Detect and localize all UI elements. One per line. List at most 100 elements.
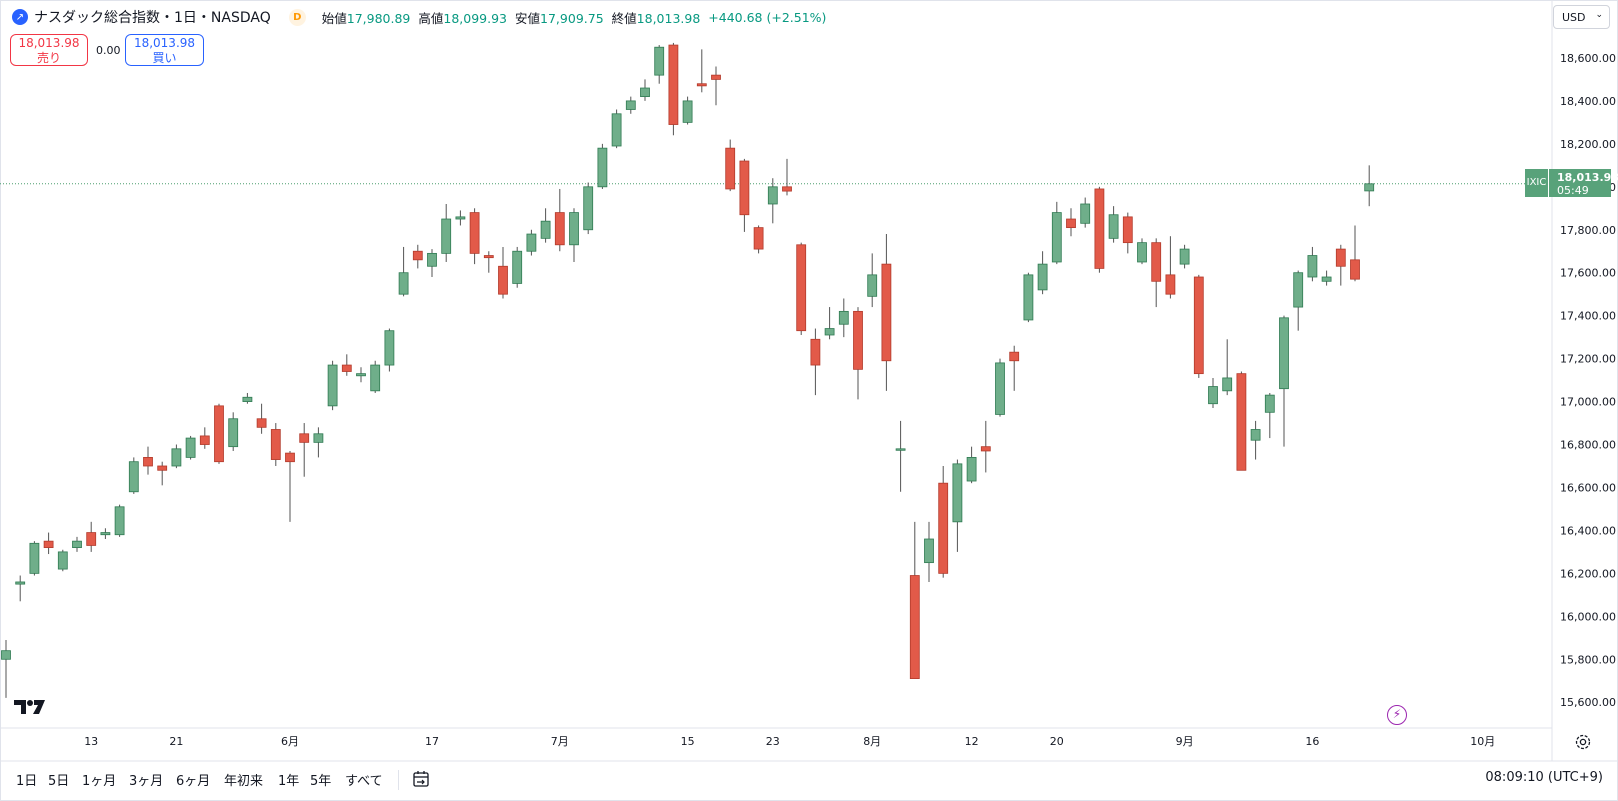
currency-select[interactable]: USD ⌄ [1553, 5, 1610, 29]
candle-body-up [952, 463, 963, 523]
logo-icon[interactable] [14, 699, 46, 715]
sell-button[interactable]: 18,013.98 売り [10, 34, 88, 66]
candle [1193, 274, 1204, 378]
candle [242, 392, 253, 404]
x-tick-label: 15 [681, 735, 695, 748]
x-tick-label: 8月 [863, 735, 881, 748]
candle-body-up [1222, 377, 1233, 392]
candle [725, 139, 736, 192]
symbol-logo-icon: ↗ [12, 9, 28, 25]
range-6m[interactable]: 6ヶ月 [176, 774, 211, 789]
symbol-legend: ↗ ナスダック総合指数・1日・NASDAQ D 始値17,980.89 高値18… [12, 6, 826, 28]
candle-body-up [526, 233, 537, 252]
candle-body-up [654, 46, 665, 76]
candle-body-up [1293, 272, 1304, 308]
candle-body-down [554, 212, 565, 246]
candle [995, 358, 1005, 417]
candle [853, 307, 863, 400]
range-5d[interactable]: 5日 [48, 774, 70, 789]
x-tick-label: 23 [766, 735, 780, 748]
candle [1023, 272, 1034, 323]
candle [810, 328, 821, 396]
candle [299, 423, 310, 477]
candle-body-down [1165, 274, 1176, 295]
candle [171, 444, 182, 469]
y-tick-label: 18,200.00 [1560, 138, 1616, 151]
bolt-icon[interactable]: ⚡ [1387, 705, 1407, 725]
candle [43, 532, 54, 555]
candle [15, 575, 26, 602]
candle-body-up [57, 551, 68, 570]
candle-body-up [370, 364, 381, 392]
y-tick-label: 17,600.00 [1560, 267, 1616, 280]
candle-body-down [412, 250, 423, 261]
candle [668, 42, 679, 136]
sell-label: 売り [36, 51, 61, 65]
range-ytd[interactable]: 年初来 [224, 774, 264, 789]
candle-body-down [1350, 259, 1360, 280]
x-tick-label: 7月 [551, 735, 569, 748]
currency-label: USD [1562, 11, 1586, 24]
range-1m[interactable]: 1ヶ月 [82, 774, 117, 789]
range-all[interactable]: すべて [345, 774, 383, 789]
buy-label: 買い [152, 51, 177, 65]
candle [782, 158, 792, 196]
candle-body-down [498, 265, 508, 295]
x-tick-label: 6月 [281, 735, 299, 748]
candle-body-up [611, 113, 622, 147]
y-tick-label: 15,800.00 [1560, 653, 1616, 666]
clock[interactable]: 08:09:10 (UTC+9) [1485, 770, 1603, 785]
candle [1293, 270, 1304, 331]
price-tag-price: 18,013.98 [1557, 171, 1618, 184]
buy-button[interactable]: 18,013.98 買い [125, 34, 204, 66]
candle [1051, 201, 1062, 265]
range-5y[interactable]: 5年 [310, 774, 332, 789]
ohlc-close: 終値18,013.98 [611, 10, 701, 26]
candle [881, 234, 892, 391]
candle-body-down [299, 433, 310, 443]
candle-body-up [441, 218, 452, 254]
candle-body-down [1122, 216, 1133, 244]
candle-body-down [285, 452, 295, 463]
candle-body-up [824, 328, 835, 336]
candle [185, 435, 196, 460]
candle-body-down [711, 74, 721, 80]
candle-body-down [256, 418, 267, 428]
candle [228, 412, 239, 451]
candle-body-down [725, 147, 736, 190]
candle-body-up [427, 252, 437, 267]
candle [412, 244, 423, 269]
y-tick-label: 16,800.00 [1560, 439, 1616, 452]
candle-body-up [1080, 203, 1091, 224]
settings-icon[interactable] [1574, 733, 1592, 751]
candle [1137, 238, 1147, 265]
calendar-icon[interactable] [411, 769, 431, 789]
candle-body-up [597, 147, 608, 188]
y-tick-label: 16,200.00 [1560, 567, 1616, 580]
candle-body-up [313, 433, 324, 443]
candle [739, 158, 750, 232]
candle-body-down [739, 160, 750, 216]
candle [597, 143, 608, 189]
candle [512, 246, 523, 288]
candle [682, 96, 693, 125]
candle [1009, 345, 1020, 391]
candle-body-down [782, 186, 792, 192]
range-1d[interactable]: 1日 [16, 774, 38, 789]
bottom-toolbar: 1日 5日 1ヶ月 3ヶ月 6ヶ月 年初来 1年 5年 すべて 08:09:10… [0, 761, 1618, 799]
candle [57, 549, 68, 572]
range-3m[interactable]: 3ヶ月 [129, 774, 164, 789]
range-1y[interactable]: 1年 [278, 774, 300, 789]
candle-body-up [1108, 214, 1119, 239]
candle-body-down [86, 532, 97, 546]
candle [327, 360, 338, 411]
candle-body-down [938, 482, 949, 574]
candle [157, 461, 168, 486]
candle [356, 367, 366, 383]
candle-body-up [1250, 429, 1261, 441]
market-status-badge[interactable]: D [288, 8, 306, 26]
candle [796, 242, 807, 335]
candle [895, 420, 906, 492]
symbol-title[interactable]: ナスダック総合指数・1日・NASDAQ [34, 10, 271, 26]
